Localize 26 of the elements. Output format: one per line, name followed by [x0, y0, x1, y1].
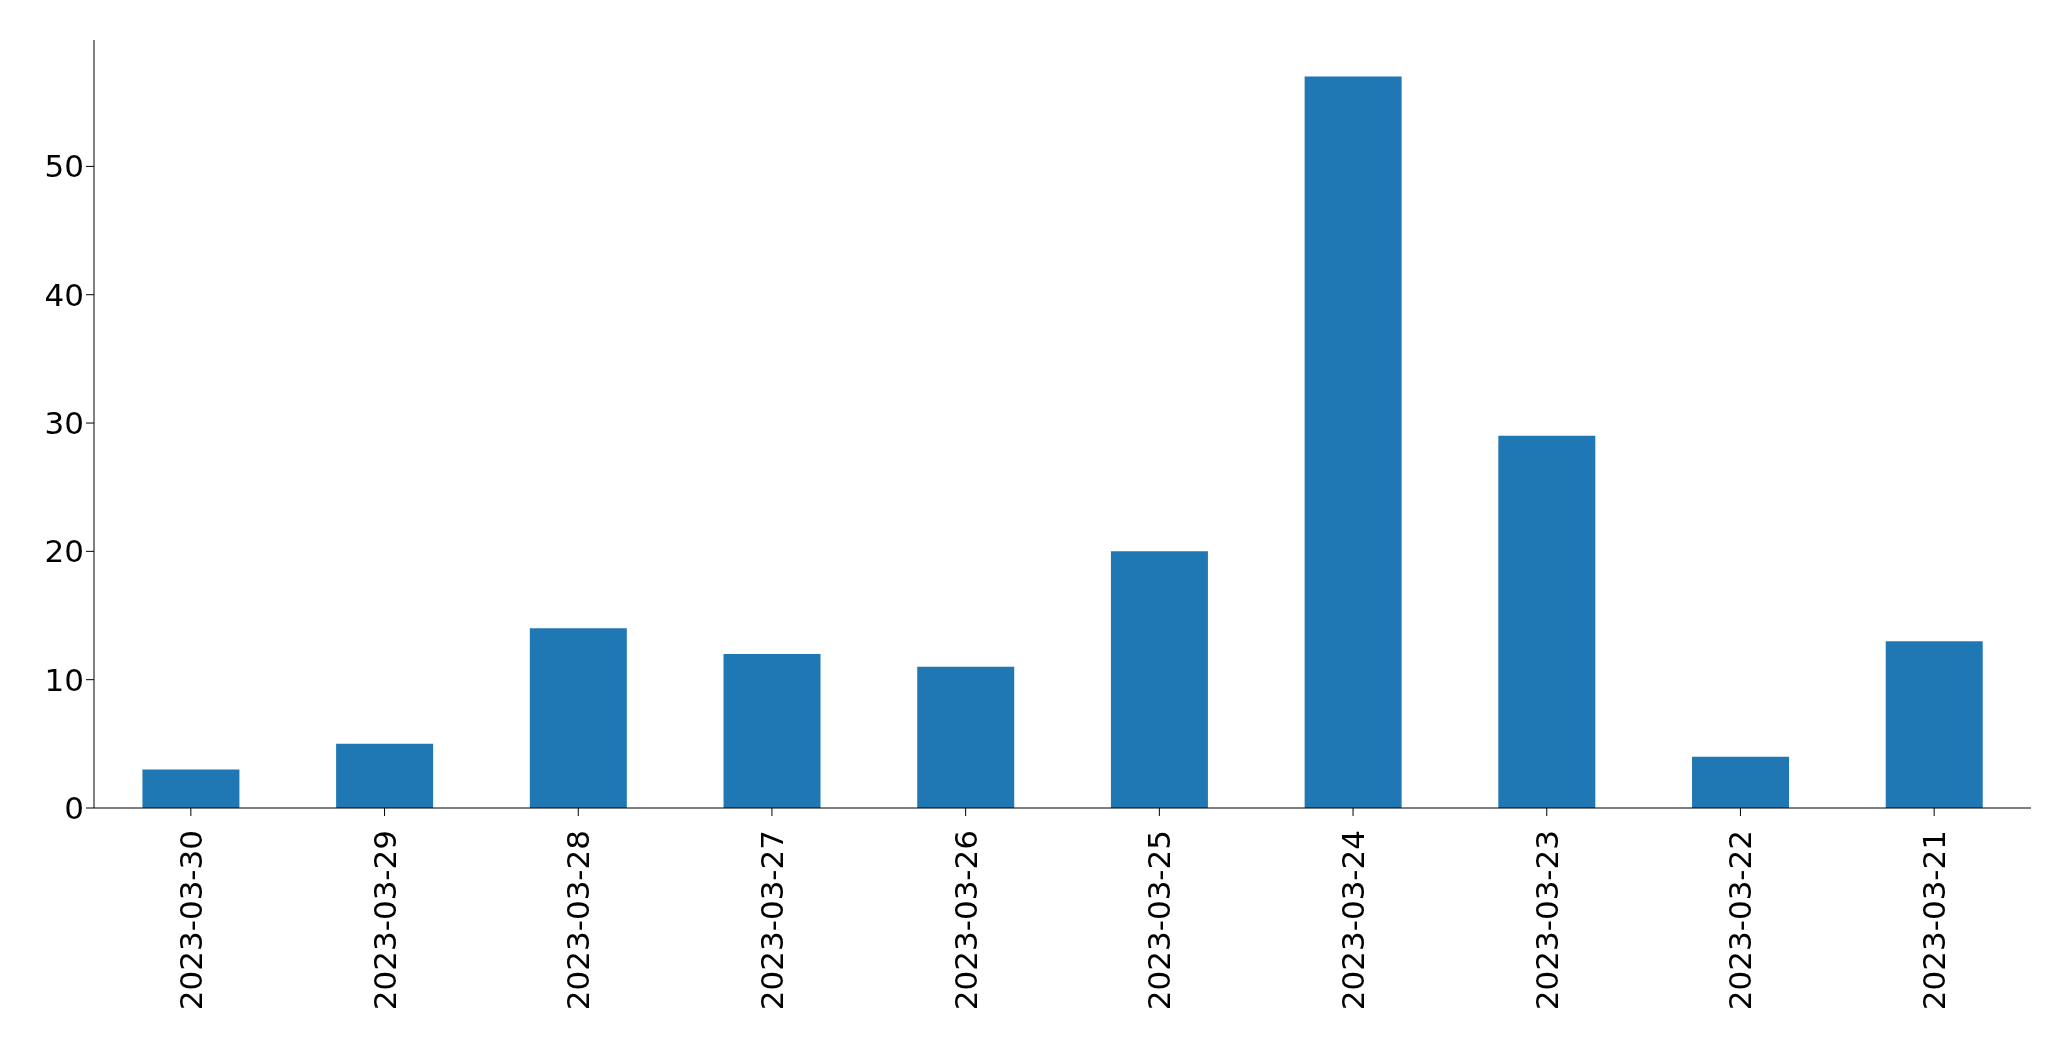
- y-tick-label: 40: [44, 276, 84, 313]
- y-tick-label: 30: [44, 405, 84, 442]
- x-tick-label: 2023-03-21: [1916, 830, 1953, 1011]
- x-tick-label: 2023-03-26: [947, 830, 984, 1011]
- bar: [1304, 76, 1402, 808]
- bar: [917, 666, 1015, 808]
- bar: [529, 628, 627, 808]
- bar: [1498, 435, 1596, 808]
- x-tick-label: 2023-03-29: [366, 830, 403, 1011]
- bar: [1110, 551, 1208, 808]
- x-tick-label: 2023-03-30: [172, 830, 209, 1011]
- y-tick-label: 50: [44, 148, 84, 185]
- bar: [1885, 641, 1983, 808]
- y-tick-label: 10: [44, 661, 84, 698]
- y-tick-label: 20: [44, 533, 84, 570]
- x-tick-label: 2023-03-28: [560, 830, 597, 1011]
- bar: [723, 654, 821, 808]
- x-tick-label: 2023-03-22: [1722, 830, 1759, 1011]
- x-tick-label: 2023-03-25: [1141, 830, 1178, 1011]
- y-tick-label: 0: [64, 790, 84, 827]
- bar: [1692, 756, 1790, 808]
- bar: [336, 743, 434, 808]
- bar: [142, 769, 240, 808]
- x-tick-label: 2023-03-23: [1528, 830, 1565, 1011]
- x-tick-label: 2023-03-27: [753, 830, 790, 1011]
- x-tick-label: 2023-03-24: [1335, 830, 1372, 1011]
